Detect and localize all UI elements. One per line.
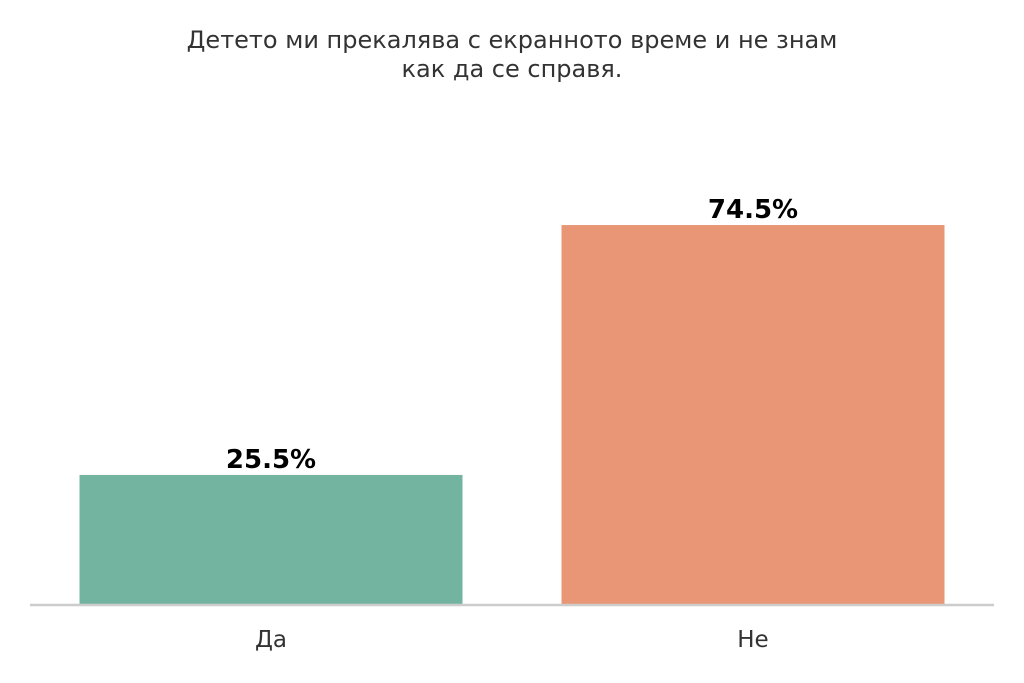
bar-value-label-0: 25.5% — [226, 445, 316, 475]
bar-value-label-1: 74.5% — [708, 195, 798, 225]
bar-0 — [79, 474, 463, 605]
category-tick-label-0: Да — [255, 627, 287, 653]
bars-layer — [79, 225, 945, 606]
chart-title-line-1: Детето ми прекалява с екранното време и … — [186, 26, 838, 54]
chart-title: Детето ми прекалява с екранното време и … — [0, 26, 1024, 84]
chart-title-line-2: как да се справя. — [401, 55, 623, 83]
labels-layer: 25.5% Да 74.5% Не — [226, 195, 798, 653]
category-tick-label-1: Не — [737, 627, 768, 653]
bar-1 — [561, 225, 945, 606]
